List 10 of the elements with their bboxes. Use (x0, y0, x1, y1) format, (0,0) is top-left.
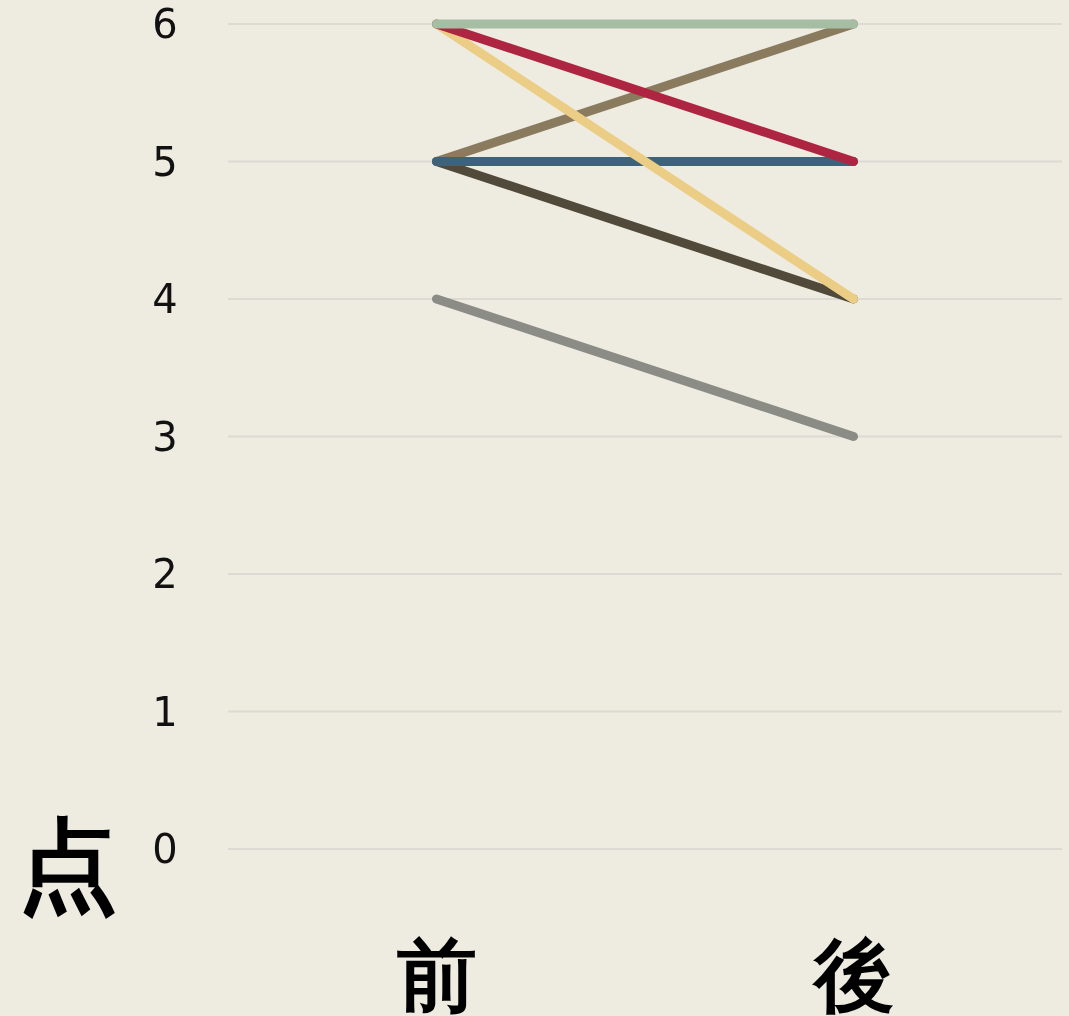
y-tick-label: 4 (152, 276, 178, 322)
y-tick-label: 3 (152, 413, 178, 460)
y-axis-title: 点 (18, 807, 118, 924)
y-tick-label: 6 (152, 1, 178, 47)
y-tick-label: 1 (152, 688, 178, 735)
x-tick-label: 後 (810, 929, 894, 1016)
x-tick-label: 前 (396, 929, 477, 1016)
y-tick-label: 5 (152, 138, 178, 185)
y-tick-label: 2 (152, 551, 178, 597)
y-tick-label: 0 (152, 826, 178, 872)
